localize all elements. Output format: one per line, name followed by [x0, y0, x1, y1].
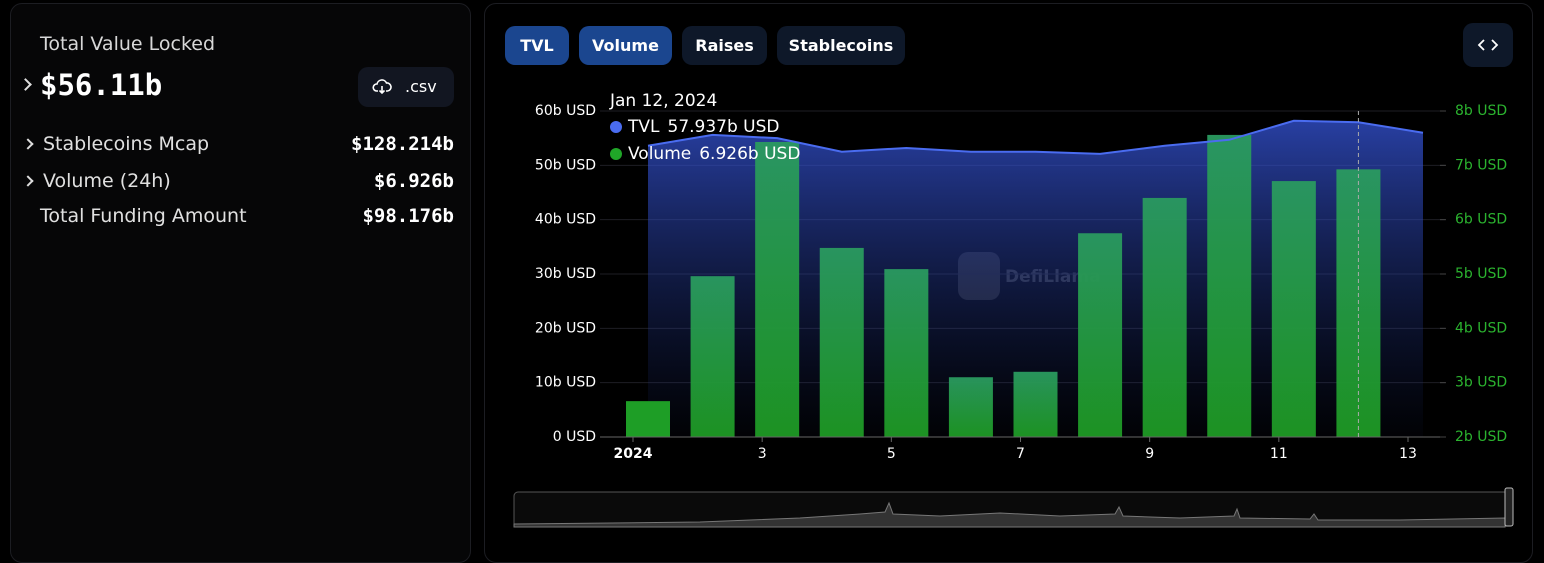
page: Total Value Locked $56.11b .csv Stableco…: [10, 3, 1533, 563]
embed-icon: [1477, 39, 1499, 51]
stat-value: $98.176b: [362, 205, 454, 227]
stat-label: Total Funding Amount: [40, 205, 247, 227]
tab-button[interactable]: TVL: [505, 26, 569, 65]
stat-label: Volume (24h): [43, 170, 171, 192]
tvl-value: $56.11b: [40, 68, 163, 102]
tab-button[interactable]: Volume: [579, 26, 672, 65]
stat-value: $128.214b: [351, 133, 454, 155]
csv-label: .csv: [405, 77, 437, 96]
chart-card: [484, 3, 1533, 563]
stat-label: Stablecoins Mcap: [43, 133, 210, 155]
download-icon: [372, 79, 392, 95]
stat-value: $6.926b: [373, 170, 454, 192]
tvl-title: Total Value Locked: [40, 33, 216, 55]
tab-button[interactable]: Stablecoins: [777, 26, 905, 65]
csv-button[interactable]: .csv: [358, 67, 454, 107]
embed-button[interactable]: [1463, 23, 1513, 67]
tab-button[interactable]: Raises: [682, 26, 767, 65]
